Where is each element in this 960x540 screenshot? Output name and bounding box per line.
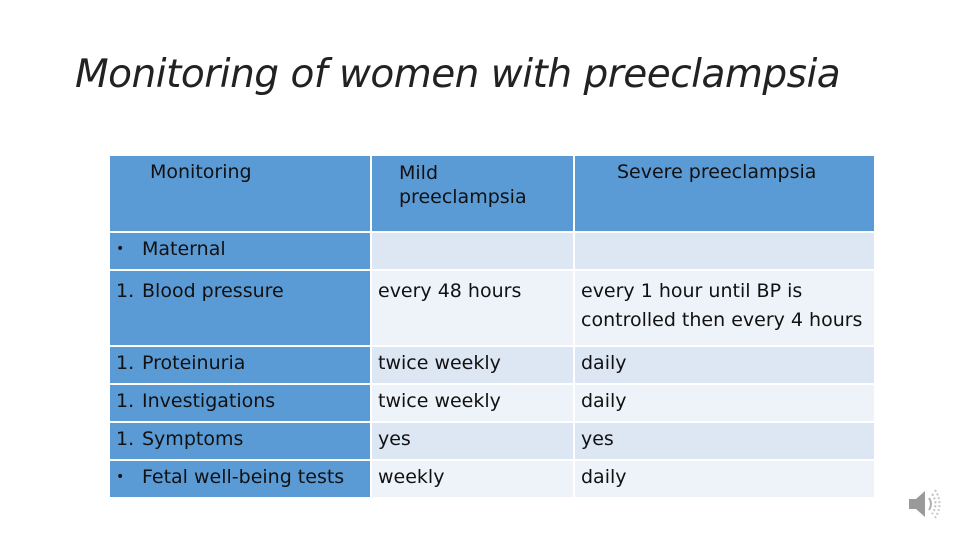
- row-severe: daily: [575, 385, 874, 423]
- header-monitoring: Monitoring: [110, 156, 372, 233]
- row-label: 1. Symptoms: [110, 423, 372, 461]
- row-mild: twice weekly: [372, 347, 575, 385]
- row-label-text: Fetal well-being tests: [142, 466, 345, 488]
- header-mild-line1: Mild: [399, 162, 439, 184]
- bullet-marker: •: [116, 469, 125, 485]
- monitoring-table: Monitoring Mild preeclampsia Severe pree…: [110, 156, 874, 499]
- row-label-text: Investigations: [142, 390, 276, 412]
- header-severe: Severe preeclampsia: [575, 156, 874, 233]
- row-label: • Fetal well-being tests: [110, 461, 372, 499]
- row-mild: weekly: [372, 461, 575, 499]
- row-severe: every 1 hour until BP is controlled then…: [575, 271, 874, 347]
- table-row: • Fetal well-being tests weekly daily: [110, 461, 874, 499]
- row-label-text: Blood pressure: [142, 280, 284, 302]
- header-mild: Mild preeclampsia: [372, 156, 575, 233]
- table-header-row: Monitoring Mild preeclampsia Severe pree…: [110, 156, 874, 233]
- speaker-icon[interactable]: [903, 484, 943, 524]
- row-severe: [575, 233, 874, 271]
- header-mild-line2: preeclampsia: [399, 186, 527, 208]
- slide-title: Monitoring of women with preeclampsia: [75, 52, 841, 97]
- table-row: 1. Symptoms yes yes: [110, 423, 874, 461]
- row-label: 1. Investigations: [110, 385, 372, 423]
- number-marker: 1.: [116, 428, 135, 450]
- row-mild: every 48 hours: [372, 271, 575, 347]
- row-severe: daily: [575, 461, 874, 499]
- row-label: • Maternal: [110, 233, 372, 271]
- table-row: • Maternal: [110, 233, 874, 271]
- table-row: 1. Proteinuria twice weekly daily: [110, 347, 874, 385]
- row-mild: twice weekly: [372, 385, 575, 423]
- row-mild: yes: [372, 423, 575, 461]
- row-mild: [372, 233, 575, 271]
- row-label: 1. Blood pressure: [110, 271, 372, 347]
- table-row: 1. Investigations twice weekly daily: [110, 385, 874, 423]
- number-marker: 1.: [116, 390, 135, 412]
- row-severe: yes: [575, 423, 874, 461]
- number-marker: 1.: [116, 352, 135, 374]
- row-label-text: Maternal: [142, 238, 226, 260]
- row-label: 1. Proteinuria: [110, 347, 372, 385]
- row-severe: daily: [575, 347, 874, 385]
- table-row: 1. Blood pressure every 48 hours every 1 …: [110, 271, 874, 347]
- row-label-text: Proteinuria: [142, 352, 246, 374]
- bullet-marker: •: [116, 241, 125, 257]
- number-marker: 1.: [116, 280, 135, 302]
- row-label-text: Symptoms: [142, 428, 244, 450]
